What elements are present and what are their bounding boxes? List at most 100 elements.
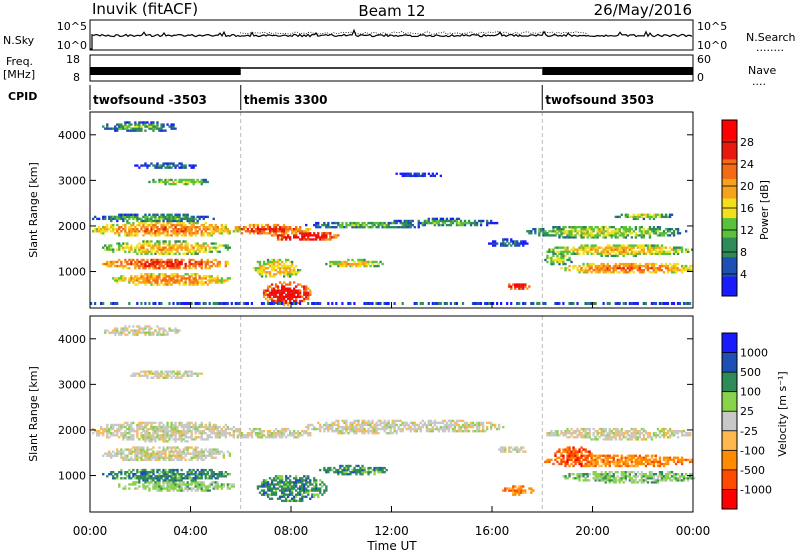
heatmap-cell — [268, 230, 272, 233]
heatmap-cell — [656, 226, 660, 229]
heatmap-cell — [293, 487, 296, 490]
heatmap-cell — [108, 127, 111, 130]
heatmap-cell — [208, 423, 211, 427]
heatmap-cell — [214, 248, 217, 251]
heatmap-cell — [268, 273, 272, 276]
heatmap-cell — [128, 331, 131, 334]
heatmap-cell — [674, 262, 678, 266]
heatmap-cell — [148, 456, 151, 459]
heatmap-cell — [160, 425, 163, 429]
heatmap-cell — [148, 432, 151, 435]
heatmap-cell — [124, 448, 127, 451]
heatmap-cell — [188, 221, 191, 225]
heatmap-cell — [96, 228, 99, 231]
heatmap-cell — [281, 430, 284, 433]
heatmap-cell — [287, 275, 290, 278]
heatmap-cell — [626, 271, 630, 274]
heatmap-cell — [196, 374, 199, 377]
heatmap-cell — [287, 264, 290, 268]
heatmap-cell — [156, 230, 159, 233]
heatmap-cell — [160, 302, 163, 305]
heatmap-cell — [285, 299, 288, 303]
heatmap-cell — [522, 287, 525, 290]
heatmap-cell — [152, 215, 155, 219]
heatmap-cell — [148, 372, 151, 375]
heatmap-cell — [564, 248, 567, 251]
heatmap-cell — [136, 452, 139, 455]
heatmap-cell — [128, 425, 131, 429]
heatmap-cell — [192, 438, 195, 441]
heatmap-cell — [610, 267, 613, 270]
heatmap-cell — [182, 164, 185, 167]
heatmap-cell — [126, 448, 129, 451]
heatmap-cell — [112, 471, 115, 474]
heatmap-cell — [130, 129, 133, 132]
heatmap-cell — [146, 223, 149, 227]
heatmap-cell — [266, 432, 270, 435]
heatmap-cell — [309, 432, 312, 435]
heatmap-cell — [270, 299, 274, 303]
heatmap-cell — [232, 436, 236, 439]
heatmap-cell — [154, 458, 157, 462]
heatmap-cell — [405, 221, 408, 225]
heatmap-cell — [110, 423, 113, 427]
heatmap-cell — [634, 267, 638, 270]
heatmap-cell — [383, 221, 386, 225]
heatmap-cell — [596, 264, 599, 268]
heatmap-cell — [592, 302, 595, 305]
heatmap-cell — [118, 127, 121, 130]
heatmap-cell — [345, 419, 348, 423]
heatmap-cell — [112, 223, 115, 227]
heatmap-cell — [164, 129, 167, 132]
heatmap-cell — [276, 475, 280, 478]
heatmap-cell — [588, 264, 591, 268]
heatmap-cell — [106, 123, 109, 126]
heatmap-cell — [218, 230, 221, 233]
heatmap-cell — [178, 302, 181, 305]
heatmap-cell — [427, 217, 431, 221]
heatmap-cell — [252, 430, 256, 433]
heatmap-cell — [319, 226, 322, 229]
heatmap-cell — [586, 271, 589, 274]
heatmap-cell — [170, 430, 173, 433]
heatmap-cell — [162, 471, 165, 474]
heatmap-cell — [124, 473, 127, 476]
heatmap-cell — [281, 432, 284, 435]
heatmap-cell — [586, 252, 589, 255]
heatmap-cell — [488, 302, 491, 305]
heatmap-cell — [162, 479, 165, 482]
heatmap-cell — [612, 232, 615, 235]
heatmap-cell — [124, 477, 127, 480]
heatmap-cell — [106, 127, 109, 130]
heatmap-cell — [128, 215, 131, 219]
heatmap-cell — [116, 450, 119, 453]
heatmap-cell — [258, 260, 262, 264]
heatmap-cell — [309, 232, 312, 235]
heatmap-cell — [309, 228, 312, 231]
heatmap-cell — [405, 219, 408, 223]
heatmap-cell — [134, 264, 137, 268]
heatmap-cell — [642, 264, 646, 268]
heatmap-cell — [685, 302, 688, 305]
heatmap-cell — [108, 260, 111, 264]
heatmap-cell — [122, 275, 125, 278]
heatmap-cell — [660, 262, 664, 266]
heatmap-cell — [313, 489, 316, 492]
heatmap-cell — [134, 275, 137, 278]
heatmap-cell — [343, 260, 346, 264]
heatmap-cell — [164, 450, 167, 453]
heatmap-cell — [632, 213, 636, 216]
heatmap-cell — [624, 248, 628, 251]
heatmap-cell — [152, 427, 155, 431]
heatmap-cell — [134, 374, 137, 377]
heatmap-cell — [156, 127, 159, 130]
heatmap-cell — [192, 221, 195, 225]
heatmap-cell — [198, 248, 201, 251]
heatmap-cell — [204, 221, 207, 225]
heatmap-cell — [206, 234, 209, 237]
heatmap-cell — [508, 285, 511, 288]
heatmap-cell — [148, 434, 151, 437]
heatmap-cell — [228, 230, 232, 233]
heatmap-cell — [146, 477, 149, 480]
heatmap-cell — [624, 302, 627, 305]
